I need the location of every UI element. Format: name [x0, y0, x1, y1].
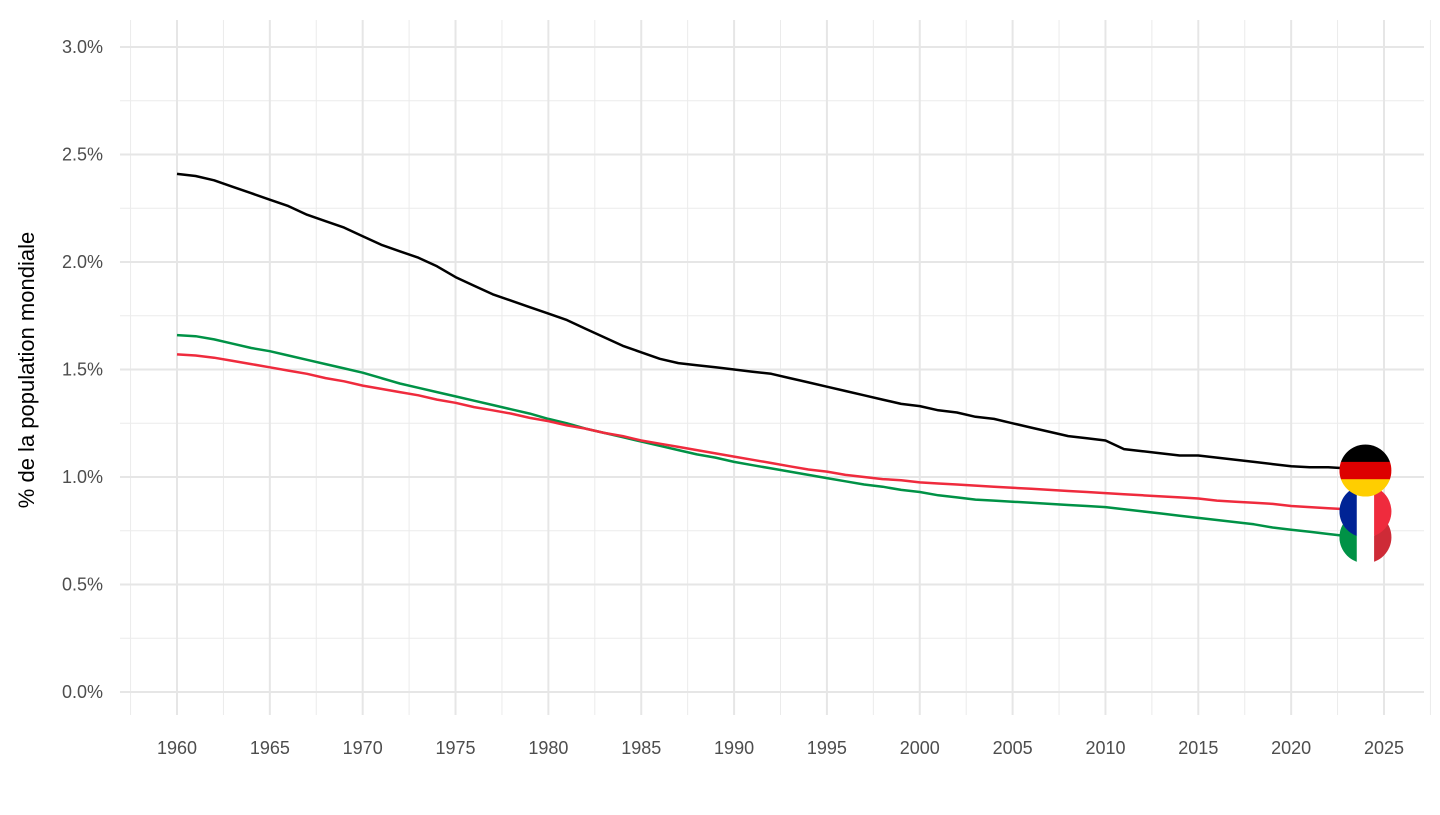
x-tick-label: 1975: [436, 738, 476, 758]
y-tick-label: 3.0%: [62, 37, 103, 57]
x-tick-label: 2015: [1178, 738, 1218, 758]
x-tick-label: 2005: [993, 738, 1033, 758]
x-tick-label: 1960: [157, 738, 197, 758]
series-line: [176, 333, 1348, 538]
x-tick-label: 2025: [1364, 738, 1404, 758]
series-line: [176, 353, 1347, 511]
series-lines: [176, 172, 1348, 538]
germany-flag-icon: [1339, 444, 1392, 497]
y-tick-label: 0.5%: [62, 575, 103, 595]
flag-stripe: [1339, 461, 1392, 480]
x-tick-label: 1995: [807, 738, 847, 758]
flag-markers: [1339, 444, 1392, 564]
x-tick-label: 1980: [528, 738, 568, 758]
y-tick-label: 1.0%: [62, 467, 103, 487]
x-tick-label: 2000: [900, 738, 940, 758]
grid: [120, 20, 1431, 715]
flag-stripe: [1356, 485, 1375, 538]
y-axis-label: % de la population mondiale: [14, 232, 39, 508]
flag-stripe: [1339, 444, 1392, 463]
y-axis: 0.0% 0.5% 1.0% 1.5% 2.0% 2.5% 3.0%: [62, 37, 103, 702]
flag-stripe: [1339, 485, 1358, 538]
flag-stripe: [1374, 485, 1392, 538]
x-tick-label: 2020: [1271, 738, 1311, 758]
france-flag-icon: [1339, 485, 1392, 538]
x-tick-label: 1965: [250, 738, 290, 758]
series-line: [176, 172, 1347, 470]
flag-stripe: [1339, 479, 1392, 497]
x-tick-label: 1990: [714, 738, 754, 758]
x-tick-label: 1970: [343, 738, 383, 758]
x-tick-label: 2010: [1085, 738, 1125, 758]
y-tick-label: 1.5%: [62, 360, 103, 380]
y-tick-label: 0.0%: [62, 682, 103, 702]
y-tick-label: 2.5%: [62, 145, 103, 165]
y-tick-label: 2.0%: [62, 252, 103, 272]
x-tick-label: 1985: [621, 738, 661, 758]
x-axis: 1960 1965 1970 1975 1980 1985 1990 1995 2000 2005…: [157, 738, 1404, 758]
